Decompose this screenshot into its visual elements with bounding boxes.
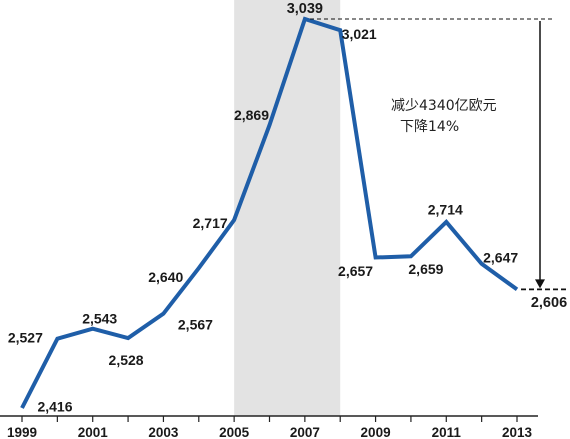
data-label-2010: 2,659	[408, 261, 443, 277]
data-label-2008: 3,021	[342, 26, 377, 42]
data-label-2006: 2,869	[234, 107, 269, 123]
data-labels: 2,416 2,527 2,543 2,528 2,567 2,640 2,717 2,869…	[8, 1, 567, 415]
x-tick-label-1999: 1999	[7, 425, 37, 439]
x-tick-labels: 1999 2001 2003 2005 2007 2009 2011 2013	[7, 425, 533, 439]
data-label-2005: 2,717	[193, 215, 228, 231]
data-label-2002: 2,528	[109, 352, 144, 368]
x-tick-label-2009: 2009	[361, 425, 391, 439]
data-label-2004: 2,640	[148, 269, 183, 285]
data-label-2003: 2,567	[178, 316, 213, 332]
x-tick-label-2005: 2005	[219, 425, 250, 439]
annotation-line-1: 减少4340亿欧元	[391, 98, 497, 114]
data-label-2013: 2,606	[531, 295, 567, 311]
data-label-2011: 2,714	[428, 202, 463, 218]
data-label-2012: 2,647	[483, 249, 518, 265]
annotation-line-2: 下降14%	[400, 119, 459, 135]
data-label-2007: 3,039	[287, 1, 323, 17]
x-tick-label-2013: 2013	[502, 425, 533, 439]
data-label-2009: 2,657	[338, 263, 373, 279]
shaded-period	[234, 0, 341, 416]
drop-arrow-head	[535, 279, 545, 289]
x-tick-label-2003: 2003	[148, 425, 179, 439]
data-line	[20, 16, 519, 409]
drop-annotation: 减少4340亿欧元 下降14%	[310, 18, 566, 291]
data-label-2000: 2,527	[8, 329, 43, 345]
data-label-1999: 2,416	[37, 399, 72, 415]
data-label-2001: 2,543	[82, 310, 117, 326]
x-ticks	[21, 416, 518, 422]
x-tick-label-2011: 2011	[432, 425, 462, 439]
x-tick-label-2007: 2007	[290, 425, 320, 439]
x-tick-label-2001: 2001	[78, 425, 109, 439]
